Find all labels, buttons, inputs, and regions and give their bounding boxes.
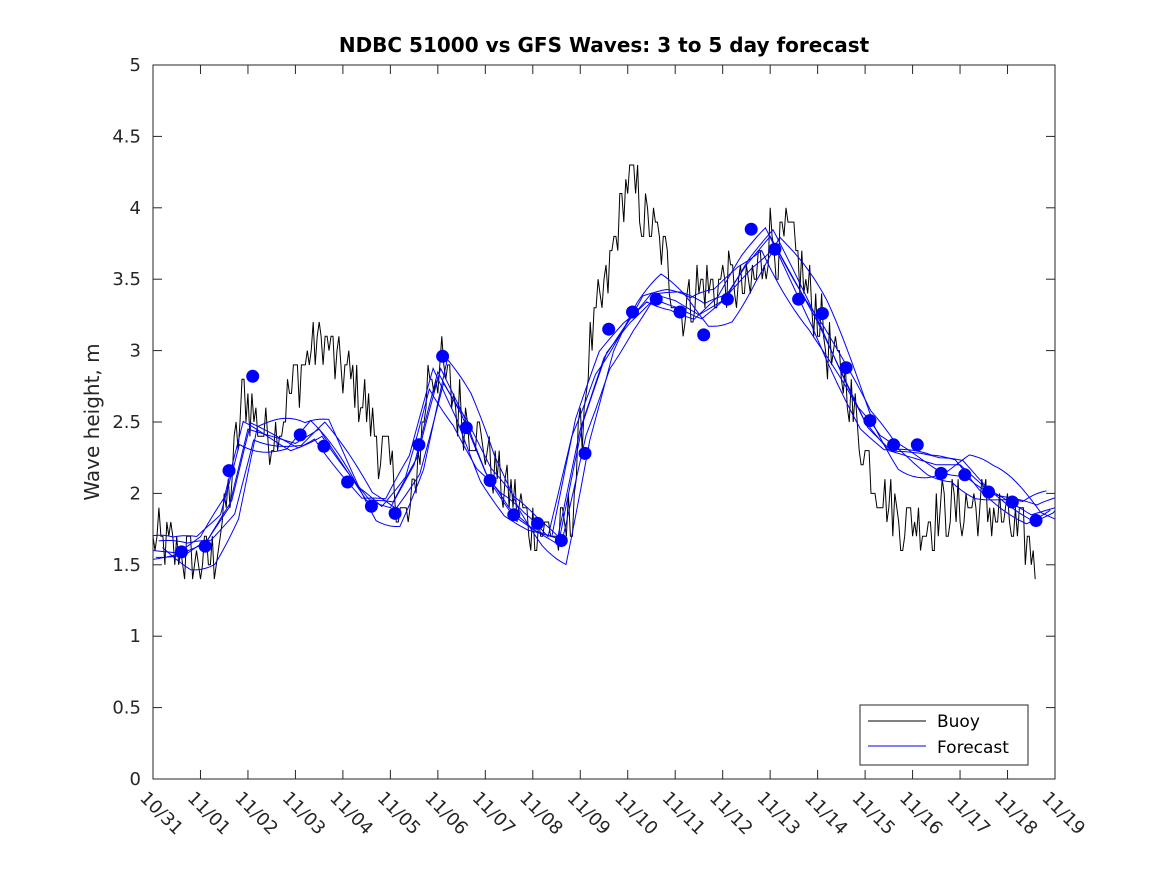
forecast-marker xyxy=(175,545,188,559)
forecast-marker xyxy=(364,499,378,513)
x-tick-label: 11/10 xyxy=(610,788,662,840)
forecast-marker xyxy=(459,421,473,435)
forecast-marker xyxy=(554,534,568,547)
forecast-marker xyxy=(815,307,829,320)
x-tick-label: 11/01 xyxy=(183,788,235,840)
y-tick-label: 3 xyxy=(130,341,141,362)
forecast-marker xyxy=(673,305,687,319)
x-tick-label: 11/08 xyxy=(515,788,567,840)
forecast-marker xyxy=(958,468,972,482)
y-tick-label: 2 xyxy=(130,483,141,504)
forecast-marker xyxy=(1029,514,1043,527)
chart-title: NDBC 51000 vs GFS Waves: 3 to 5 day fore… xyxy=(339,33,870,57)
x-tick-label: 11/19 xyxy=(1037,788,1089,840)
x-tick-label: 11/18 xyxy=(990,788,1042,840)
forecast-marker xyxy=(1005,495,1019,509)
forecast-marker xyxy=(720,292,734,306)
forecast-marker xyxy=(887,438,901,452)
forecast-marker xyxy=(863,414,877,428)
forecast-marker xyxy=(388,506,402,520)
forecast-marker xyxy=(982,485,995,499)
forecast-marker xyxy=(222,464,236,478)
x-tick-label: 11/11 xyxy=(658,788,710,840)
forecast-line xyxy=(158,245,1056,544)
x-tick-label: 11/04 xyxy=(325,788,377,840)
forecast-marker xyxy=(578,446,592,460)
y-tick-label: 1 xyxy=(130,626,141,647)
forecast-marker xyxy=(436,349,450,363)
plot-frame xyxy=(152,64,1056,780)
forecast-marker xyxy=(910,438,924,452)
forecast-marker xyxy=(412,438,426,452)
forecast-marker xyxy=(246,369,260,383)
forecast-marker xyxy=(507,508,521,522)
forecast-marker xyxy=(341,475,355,489)
forecast-line xyxy=(162,236,1056,571)
x-tick-label: 11/14 xyxy=(800,788,852,840)
forecast-marker xyxy=(293,428,307,442)
x-tick-label: 11/16 xyxy=(895,788,947,840)
y-tick-label: 5 xyxy=(130,55,141,76)
forecast-marker xyxy=(934,466,948,480)
forecast-line xyxy=(155,228,1056,558)
forecast-marker xyxy=(744,222,758,236)
y-tick-label: 0 xyxy=(130,769,141,790)
legend-box xyxy=(859,704,1029,766)
x-tick-label: 11/17 xyxy=(943,788,995,840)
buoy-series xyxy=(152,164,1036,580)
y-axis-label: Wave height, m xyxy=(80,343,104,500)
forecast-marker xyxy=(198,539,212,553)
legend-forecast-label: Forecast xyxy=(937,738,1009,758)
y-tick-label: 4 xyxy=(130,198,141,219)
y-tick-label: 0.5 xyxy=(112,698,141,719)
y-axis: 0 0.5 1 1.5 2 2.5 3 3.5 4 4.5 5 xyxy=(112,55,1055,790)
forecast-marker xyxy=(649,292,663,306)
forecast-marker xyxy=(839,361,853,375)
forecast-marker xyxy=(768,242,782,256)
y-tick-label: 2.5 xyxy=(112,412,141,433)
x-tick-label: 11/02 xyxy=(230,788,282,840)
y-tick-label: 1.5 xyxy=(112,555,141,576)
forecast-marker xyxy=(602,322,616,336)
x-tick-label: 11/07 xyxy=(468,788,520,840)
y-tick-label: 4.5 xyxy=(112,126,141,147)
x-tick-label: 11/03 xyxy=(278,788,330,840)
forecast-markers xyxy=(175,222,1043,559)
forecast-marker xyxy=(531,516,544,530)
legend: Buoy Forecast xyxy=(859,704,1029,766)
x-tick-label: 11/12 xyxy=(705,788,757,840)
forecast-marker xyxy=(483,474,497,487)
forecast-marker xyxy=(626,305,639,319)
x-tick-label: 11/06 xyxy=(420,788,472,840)
x-tick-label: 11/13 xyxy=(753,788,805,840)
x-tick-label: 11/09 xyxy=(563,788,615,840)
forecast-marker xyxy=(317,439,331,453)
forecast-marker xyxy=(697,328,711,342)
forecast-marker xyxy=(792,292,806,306)
legend-buoy-label: Buoy xyxy=(937,712,980,732)
x-tick-label: 11/15 xyxy=(848,788,900,840)
buoy-line xyxy=(152,164,1036,580)
x-tick-label: 10/31 xyxy=(135,788,187,840)
y-tick-label: 3.5 xyxy=(112,269,141,290)
x-tick-label: 11/05 xyxy=(373,788,425,840)
